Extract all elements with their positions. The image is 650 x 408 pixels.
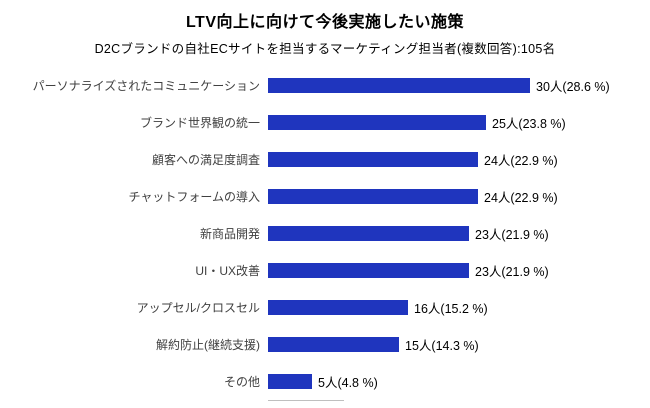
value-label: 30人(28.6 %) — [536, 80, 610, 94]
x-axis-line — [268, 400, 344, 401]
bar — [268, 337, 399, 352]
bar-row: パーソナライズされたコミュニケーション 30人(28.6 %) — [0, 67, 650, 104]
category-label: パーソナライズされたコミュニケーション — [32, 79, 260, 93]
category-label: UI・UX改善 — [195, 264, 260, 278]
category-label: ブランド世界観の統一 — [139, 116, 260, 130]
category-label: チャットフォームの導入 — [128, 190, 260, 204]
bar-row: UI・UX改善 23人(21.9 %) — [0, 252, 650, 289]
category-label: その他 — [223, 375, 260, 389]
value-label: 16人(15.2 %) — [414, 302, 488, 316]
chart-title: LTV向上に向けて今後実施したい施策 — [185, 14, 465, 31]
bar — [268, 226, 469, 241]
bar — [268, 78, 530, 93]
value-label: 15人(14.3 %) — [405, 339, 479, 353]
value-label: 24人(22.9 %) — [484, 191, 558, 205]
category-label: アップセル/クロスセル — [136, 301, 260, 315]
bar-row: 顧客への満足度調査 24人(22.9 %) — [0, 141, 650, 178]
bar-row: チャットフォームの導入 24人(22.9 %) — [0, 178, 650, 215]
bar — [268, 189, 478, 204]
bar-row: 新商品開発 23人(21.9 %) — [0, 215, 650, 252]
value-label: 23人(21.9 %) — [475, 265, 549, 279]
category-label: 顧客への満足度調査 — [151, 153, 260, 167]
value-label: 23人(21.9 %) — [475, 228, 549, 242]
category-label: 解約防止(継続支援) — [156, 338, 260, 352]
chart-subtitle: D2Cブランドの自社ECサイトを担当するマーケティング担当者(複数回答):105… — [94, 42, 556, 56]
value-label: 5人(4.8 %) — [318, 376, 378, 390]
bar-row: 解約防止(継続支援) 15人(14.3 %) — [0, 326, 650, 363]
bar-row: アップセル/クロスセル 16人(15.2 %) — [0, 289, 650, 326]
bar-row: ブランド世界観の統一 25人(23.8 %) — [0, 104, 650, 141]
value-label: 25人(23.8 %) — [492, 117, 566, 131]
value-label: 24人(22.9 %) — [484, 154, 558, 168]
bar — [268, 374, 312, 389]
bar — [268, 263, 469, 278]
bar — [268, 152, 478, 167]
bar — [268, 300, 408, 315]
bar — [268, 115, 486, 130]
bar-row: その他 5人(4.8 %) — [0, 363, 650, 400]
category-label: 新商品開発 — [199, 227, 260, 241]
chart-rows: パーソナライズされたコミュニケーション 30人(28.6 %) ブランド世界観の統一… — [0, 67, 650, 400]
